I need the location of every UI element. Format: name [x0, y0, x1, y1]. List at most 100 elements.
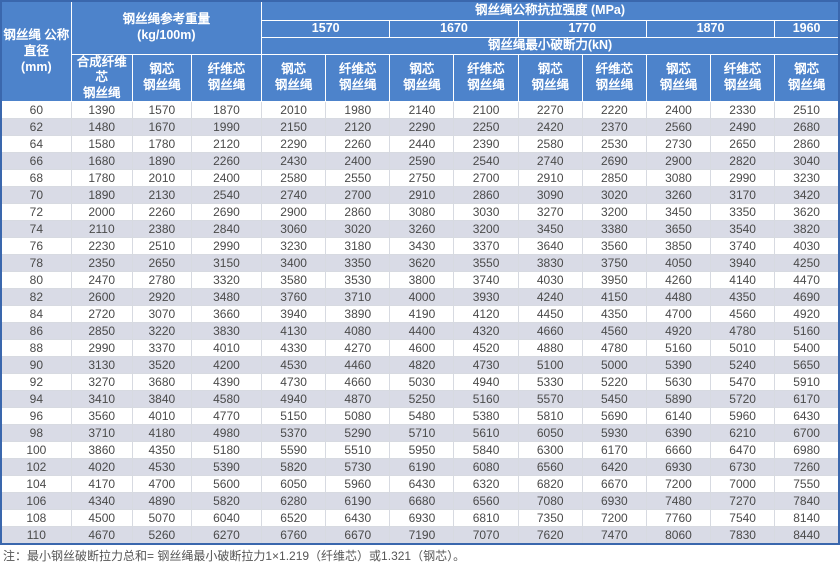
- diameter-cell: 74: [0, 220, 72, 239]
- weight-column-header: 钢丝绳参考重量 (kg/100m): [70, 0, 263, 55]
- value-cell: 5840: [453, 441, 519, 460]
- value-cell: 1780: [70, 169, 133, 188]
- value-cell: 3020: [325, 220, 391, 239]
- diameter-cell: 86: [0, 322, 72, 341]
- value-cell: 6430: [325, 509, 391, 528]
- value-cell: 5260: [131, 526, 192, 545]
- value-cell: 5820: [261, 458, 327, 477]
- value-cell: 4270: [325, 339, 391, 358]
- value-cell: 3820: [774, 220, 840, 239]
- value-cell: 2900: [261, 203, 327, 222]
- value-cell: 2780: [131, 271, 192, 290]
- value-cell: 4080: [325, 322, 391, 341]
- value-cell: 6050: [517, 424, 583, 443]
- value-cell: 7350: [517, 509, 583, 528]
- value-cell: 3560: [581, 237, 647, 256]
- value-cell: 6190: [325, 492, 391, 511]
- value-cell: 2690: [581, 152, 647, 171]
- diameter-cell: 84: [0, 305, 72, 324]
- value-cell: 3620: [774, 203, 840, 222]
- value-cell: 5820: [190, 492, 263, 511]
- value-cell: 3020: [581, 186, 647, 205]
- value-cell: 3650: [645, 220, 712, 239]
- value-cell: 2730: [645, 135, 712, 154]
- value-cell: 2910: [389, 186, 455, 205]
- value-cell: 2580: [517, 135, 583, 154]
- value-cell: 6040: [190, 509, 263, 528]
- value-cell: 6810: [453, 509, 519, 528]
- value-cell: 4010: [131, 407, 192, 426]
- value-cell: 4920: [774, 305, 840, 324]
- value-cell: 6270: [190, 526, 263, 545]
- value-cell: 2690: [190, 203, 263, 222]
- diameter-cell: 72: [0, 203, 72, 222]
- value-cell: 5890: [645, 390, 712, 409]
- value-cell: 2130: [131, 186, 192, 205]
- value-cell: 3410: [70, 390, 133, 409]
- breaking-force-title: 钢丝绳最小破断力(kN): [261, 36, 840, 55]
- value-cell: 3890: [325, 305, 391, 324]
- value-cell: 4530: [261, 356, 327, 375]
- value-cell: 3370: [453, 237, 519, 256]
- diameter-column-header: 钢丝绳 公称 直径 (mm): [0, 0, 72, 103]
- value-cell: 5160: [645, 339, 712, 358]
- value-cell: 3260: [389, 220, 455, 239]
- value-cell: 2420: [517, 118, 583, 137]
- value-cell: 6280: [261, 492, 327, 511]
- value-cell: 6730: [710, 458, 776, 477]
- value-cell: 3270: [517, 203, 583, 222]
- value-cell: 4340: [70, 492, 133, 511]
- subcol-header-fiber-core: 纤维芯 钢丝绳: [190, 53, 263, 103]
- value-cell: 2470: [70, 271, 133, 290]
- value-cell: 3030: [453, 203, 519, 222]
- value-cell: 7470: [581, 526, 647, 545]
- value-cell: 7080: [517, 492, 583, 511]
- value-cell: 7070: [453, 526, 519, 545]
- value-cell: 5470: [710, 373, 776, 392]
- value-cell: 4700: [131, 475, 192, 494]
- diameter-cell: 82: [0, 288, 72, 307]
- value-cell: 4470: [774, 271, 840, 290]
- value-cell: 7190: [389, 526, 455, 545]
- diameter-cell: 92: [0, 373, 72, 392]
- value-cell: 2560: [645, 118, 712, 137]
- value-cell: 4240: [517, 288, 583, 307]
- value-cell: 5330: [517, 373, 583, 392]
- value-cell: 5810: [517, 407, 583, 426]
- value-cell: 1570: [131, 101, 192, 120]
- value-cell: 4250: [774, 254, 840, 273]
- value-cell: 1670: [131, 118, 192, 137]
- value-cell: 5910: [774, 373, 840, 392]
- value-cell: 5570: [517, 390, 583, 409]
- strength-grade-1960: 1960: [774, 19, 840, 38]
- value-cell: 2250: [453, 118, 519, 137]
- value-cell: 5950: [389, 441, 455, 460]
- value-cell: 4880: [517, 339, 583, 358]
- value-cell: 6700: [774, 424, 840, 443]
- value-cell: 2390: [453, 135, 519, 154]
- table-row: 62 1480 1670 1990 2150 2120 2290 2250 2420 2370 25…: [0, 118, 840, 137]
- table-row: 98 3710 4180 4980 5370 5290 5710 5610 6050 5930 63…: [0, 424, 840, 443]
- diameter-cell: 108: [0, 509, 72, 528]
- value-cell: 4730: [453, 356, 519, 375]
- value-cell: 6760: [261, 526, 327, 545]
- value-cell: 4030: [517, 271, 583, 290]
- value-cell: 4600: [389, 339, 455, 358]
- value-cell: 2850: [581, 169, 647, 188]
- strength-grade-1670: 1670: [389, 19, 519, 38]
- value-cell: 6560: [453, 492, 519, 511]
- table-row: 78 2350 2650 3150 3400 3350 3620 3550 3830 3750 40…: [0, 254, 840, 273]
- value-cell: 6320: [453, 475, 519, 494]
- value-cell: 3350: [710, 203, 776, 222]
- value-cell: 5590: [261, 441, 327, 460]
- value-cell: 2990: [70, 339, 133, 358]
- value-cell: 4870: [325, 390, 391, 409]
- value-cell: 4580: [190, 390, 263, 409]
- value-cell: 2010: [261, 101, 327, 120]
- diameter-cell: 110: [0, 526, 72, 545]
- value-cell: 2220: [581, 101, 647, 120]
- value-cell: 4130: [261, 322, 327, 341]
- value-cell: 7480: [645, 492, 712, 511]
- value-cell: 7200: [645, 475, 712, 494]
- value-cell: 8440: [774, 526, 840, 545]
